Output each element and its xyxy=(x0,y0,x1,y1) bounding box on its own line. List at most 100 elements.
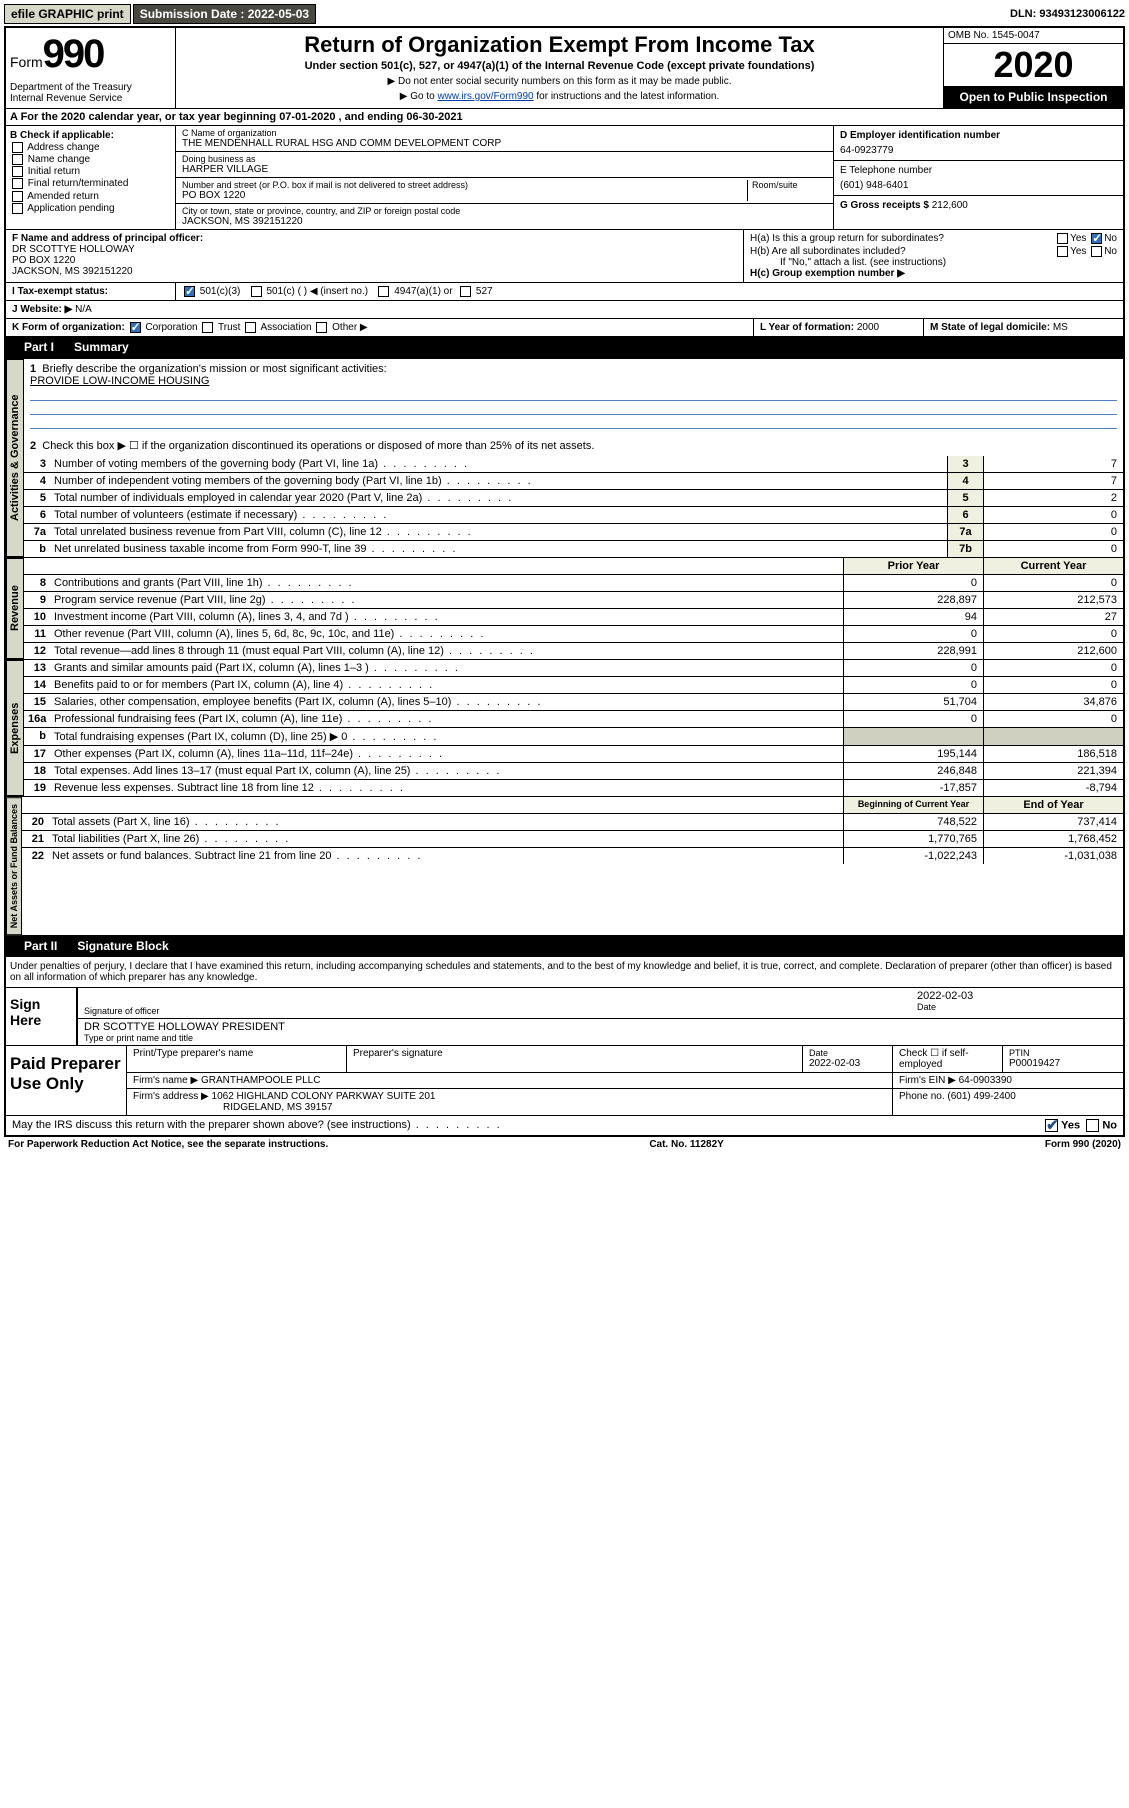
hb-no: No xyxy=(1104,246,1117,257)
net-header: Beginning of Current Year End of Year xyxy=(22,797,1123,814)
curr-val: 34,876 xyxy=(983,694,1123,710)
tab-governance: Activities & Governance xyxy=(6,359,24,557)
row-num: 3 xyxy=(24,456,50,472)
i-options: 501(c)(3) 501(c) ( ) ◀ (insert no.) 4947… xyxy=(176,283,1123,300)
row-text: Total assets (Part X, line 16) xyxy=(48,814,843,830)
part2-header: Part II Signature Block xyxy=(6,935,1123,957)
officer-addr: PO BOX 1220 xyxy=(12,255,737,266)
row-text: Professional fundraising fees (Part IX, … xyxy=(50,711,843,727)
row-text: Salaries, other compensation, employee b… xyxy=(50,694,843,710)
k-trust: Trust xyxy=(218,322,240,333)
i-label: Tax-exempt status: xyxy=(18,286,108,297)
row-num: 16a xyxy=(24,711,50,727)
row-text: Total expenses. Add lines 13–17 (must eq… xyxy=(50,763,843,779)
discuss-yes[interactable]: Yes xyxy=(1045,1119,1080,1132)
box-g: G Gross receipts $ 212,600 xyxy=(834,196,1123,229)
prep-selfemp: Check ☐ if self-employed xyxy=(893,1046,1003,1072)
gov-row: 5 Total number of individuals employed i… xyxy=(24,490,1123,507)
preparer-right: Print/Type preparer's name Preparer's si… xyxy=(126,1046,1123,1115)
form-frame: Form990 Department of the Treasury Inter… xyxy=(4,26,1125,1137)
row-val: 2 xyxy=(983,490,1123,506)
j-label: J Website: ▶ xyxy=(12,304,72,315)
city-label: City or town, state or province, country… xyxy=(182,206,827,216)
curr-val: 212,573 xyxy=(983,592,1123,608)
prior-val: 0 xyxy=(843,711,983,727)
ein-label: D Employer identification number xyxy=(840,130,1117,141)
net-rows: Beginning of Current Year End of Year 20… xyxy=(22,797,1123,935)
data-row: 22 Net assets or fund balances. Subtract… xyxy=(22,848,1123,864)
part1-num: Part I xyxy=(14,338,64,356)
prior-val: 246,848 xyxy=(843,763,983,779)
city-row: City or town, state or province, country… xyxy=(176,204,833,229)
data-row: 17 Other expenses (Part IX, column (A), … xyxy=(24,746,1123,763)
hb-note: If "No," attach a list. (see instruction… xyxy=(750,257,1117,268)
row-text: Investment income (Part VIII, column (A)… xyxy=(50,609,843,625)
row-text: Other expenses (Part IX, column (A), lin… xyxy=(50,746,843,762)
row-text: Number of voting members of the governin… xyxy=(50,456,947,472)
phone-label: E Telephone number xyxy=(840,165,1117,176)
cb-pending[interactable]: Application pending xyxy=(10,203,171,214)
row-text: Program service revenue (Part VIII, line… xyxy=(50,592,843,608)
data-row: 21 Total liabilities (Part X, line 26) 1… xyxy=(22,831,1123,848)
irs-link[interactable]: www.irs.gov/Form990 xyxy=(437,91,533,102)
hb: H(b) Are all subordinates included? Yes … xyxy=(750,246,1117,257)
signer-name-label: Type or print name and title xyxy=(84,1033,1117,1043)
tab-revenue: Revenue xyxy=(6,558,24,659)
prep-date-v: 2022-02-03 xyxy=(809,1058,886,1069)
row-box: 5 xyxy=(947,490,983,506)
efile-btn[interactable]: efile GRAPHIC print xyxy=(4,4,131,24)
row-text: Total unrelated business revenue from Pa… xyxy=(50,524,947,540)
i-501c: 501(c) ( ) ◀ (insert no.) xyxy=(266,286,368,297)
curr-val: -1,031,038 xyxy=(983,848,1123,864)
prep-date: Date 2022-02-03 xyxy=(803,1046,893,1072)
cb-name[interactable]: Name change xyxy=(10,154,171,165)
part1-title: Summary xyxy=(74,340,129,354)
row-num: 17 xyxy=(24,746,50,762)
row-val: 0 xyxy=(983,541,1123,557)
m-cell: M State of legal domicile: MS xyxy=(923,319,1123,336)
prior-val xyxy=(843,728,983,745)
curr-val xyxy=(983,728,1123,745)
prep-row3: Firm's address ▶ 1062 HIGHLAND COLONY PA… xyxy=(127,1089,1123,1115)
footer: For Paperwork Reduction Act Notice, see … xyxy=(4,1137,1125,1152)
row-num: 11 xyxy=(24,626,50,642)
row-text: Other revenue (Part VIII, column (A), li… xyxy=(50,626,843,642)
footer-left: For Paperwork Reduction Act Notice, see … xyxy=(8,1139,328,1150)
firm-name-l: Firm's name ▶ xyxy=(133,1075,198,1086)
data-row: 10 Investment income (Part VIII, column … xyxy=(24,609,1123,626)
row-num: 5 xyxy=(24,490,50,506)
note-link: ▶ Go to www.irs.gov/Form990 for instruct… xyxy=(180,91,939,102)
cb-final[interactable]: Final return/terminated xyxy=(10,178,171,189)
row-num: 14 xyxy=(24,677,50,693)
cb-initial[interactable]: Initial return xyxy=(10,166,171,177)
data-row: 20 Total assets (Part X, line 16) 748,52… xyxy=(22,814,1123,831)
gov-row: 6 Total number of volunteers (estimate i… xyxy=(24,507,1123,524)
row-num: 15 xyxy=(24,694,50,710)
dept2: Internal Revenue Service xyxy=(10,93,171,104)
sub-date: 2022-05-03 xyxy=(248,7,309,21)
addr: PO BOX 1220 xyxy=(182,190,747,201)
sign-right: Signature of officer 2022-02-03 Date DR … xyxy=(76,988,1123,1045)
row-val: 0 xyxy=(983,507,1123,523)
gross-label: G Gross receipts $ xyxy=(840,200,929,211)
row-num: b xyxy=(24,541,50,557)
dln: DLN: 93493123006122 xyxy=(1010,8,1125,20)
section-netassets: Net Assets or Fund Balances Beginning of… xyxy=(6,796,1123,935)
gov-row: b Net unrelated business taxable income … xyxy=(24,541,1123,557)
prep-row2: Firm's name ▶ GRANTHAMPOOLE PLLC Firm's … xyxy=(127,1073,1123,1089)
curr-val: 0 xyxy=(983,575,1123,591)
discuss-no[interactable]: No xyxy=(1086,1119,1117,1132)
m-label: M State of legal domicile: xyxy=(930,322,1050,333)
cb-addr[interactable]: Address change xyxy=(10,142,171,153)
prep-row1: Print/Type preparer's name Preparer's si… xyxy=(127,1046,1123,1073)
prior-val: 51,704 xyxy=(843,694,983,710)
dept: Department of the Treasury Internal Reve… xyxy=(10,82,171,104)
curr-val: 0 xyxy=(983,677,1123,693)
firm-name: Firm's name ▶ GRANTHAMPOOLE PLLC xyxy=(127,1073,893,1088)
dln-label: DLN: xyxy=(1010,8,1036,20)
row-val: 7 xyxy=(983,456,1123,472)
cb-amended[interactable]: Amended return xyxy=(10,191,171,202)
preparer-label: Paid Preparer Use Only xyxy=(6,1046,126,1115)
row-num: 10 xyxy=(24,609,50,625)
sign-block: Sign Here Signature of officer 2022-02-0… xyxy=(6,987,1123,1045)
